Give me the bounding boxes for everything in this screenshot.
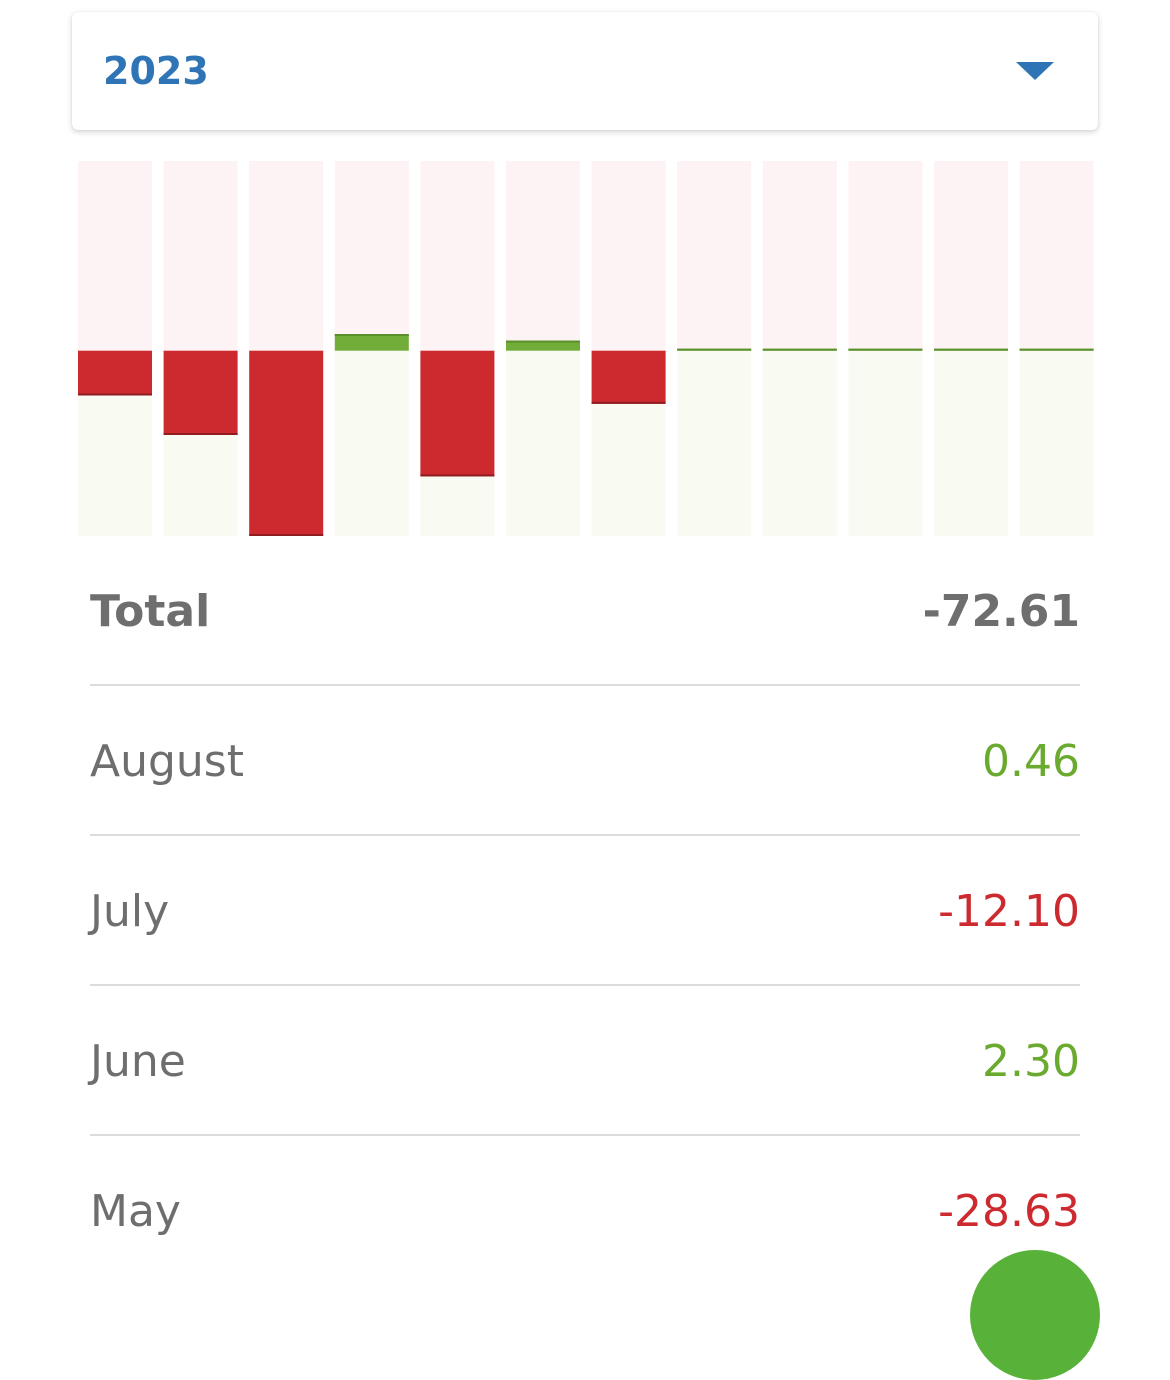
total-value: -72.61 [922, 586, 1080, 637]
month-label: June [90, 1036, 186, 1087]
bar-background-upper [1019, 161, 1094, 351]
month-value: -12.10 [938, 886, 1080, 937]
bar-background-upper [506, 161, 580, 351]
month-value: 0.46 [982, 736, 1080, 787]
monthly-balance-chart [78, 161, 1094, 536]
bar-jul [591, 350, 666, 404]
chevron-down-icon [1016, 62, 1054, 80]
total-row: Total -72.61 [90, 536, 1080, 686]
bar-edge [677, 348, 752, 351]
bar-edge [163, 433, 238, 436]
month-label: May [90, 1186, 181, 1237]
bar-background-lower [762, 350, 837, 536]
month-row-june[interactable]: June 2.30 [90, 986, 1080, 1136]
bar-background-upper [677, 161, 752, 351]
month-row-may[interactable]: May -28.63 [90, 1136, 1080, 1286]
bar-edge [249, 534, 324, 536]
month-value: -28.63 [938, 1186, 1080, 1237]
bar-background-upper [420, 161, 495, 351]
month-label: July [90, 886, 170, 937]
bar-edge [506, 340, 580, 343]
bar-background-lower [1019, 350, 1094, 536]
bar-background-lower [848, 350, 923, 536]
bar-background-upper [334, 161, 409, 351]
bar-background-upper [848, 161, 923, 351]
bar-background-lower [334, 350, 409, 536]
month-row-august[interactable]: August 0.46 [90, 686, 1080, 836]
total-label: Total [90, 586, 211, 637]
bar-background-lower [934, 350, 1008, 536]
bar-mar [249, 350, 324, 536]
bar-background-upper [249, 161, 324, 351]
bar-edge [934, 348, 1008, 351]
bar-may [420, 350, 495, 477]
bar-edge [591, 401, 666, 404]
bar-edge [762, 348, 837, 351]
year-dropdown[interactable]: 2023 [72, 12, 1098, 130]
month-row-july[interactable]: July -12.10 [90, 836, 1080, 986]
bar-apr [334, 334, 409, 351]
month-value: 2.30 [982, 1036, 1080, 1087]
bar-edge [1019, 348, 1094, 351]
bar-jun [506, 340, 580, 351]
bar-background-upper [591, 161, 666, 351]
bar-background-upper [163, 161, 238, 351]
year-dropdown-value: 2023 [103, 49, 209, 93]
bar-background-upper [762, 161, 837, 351]
bar-background-lower [677, 350, 752, 536]
bar-edge [334, 334, 409, 337]
month-label: August [90, 736, 244, 787]
bar-edge [420, 474, 495, 477]
bar-background-upper [78, 161, 152, 351]
bar-background-lower [506, 350, 580, 536]
bar-feb [163, 350, 238, 436]
bar-jan [78, 350, 152, 396]
add-button[interactable] [970, 1250, 1100, 1380]
bar-edge [78, 393, 152, 396]
bar-background-upper [934, 161, 1008, 351]
bar-edge [848, 348, 923, 351]
